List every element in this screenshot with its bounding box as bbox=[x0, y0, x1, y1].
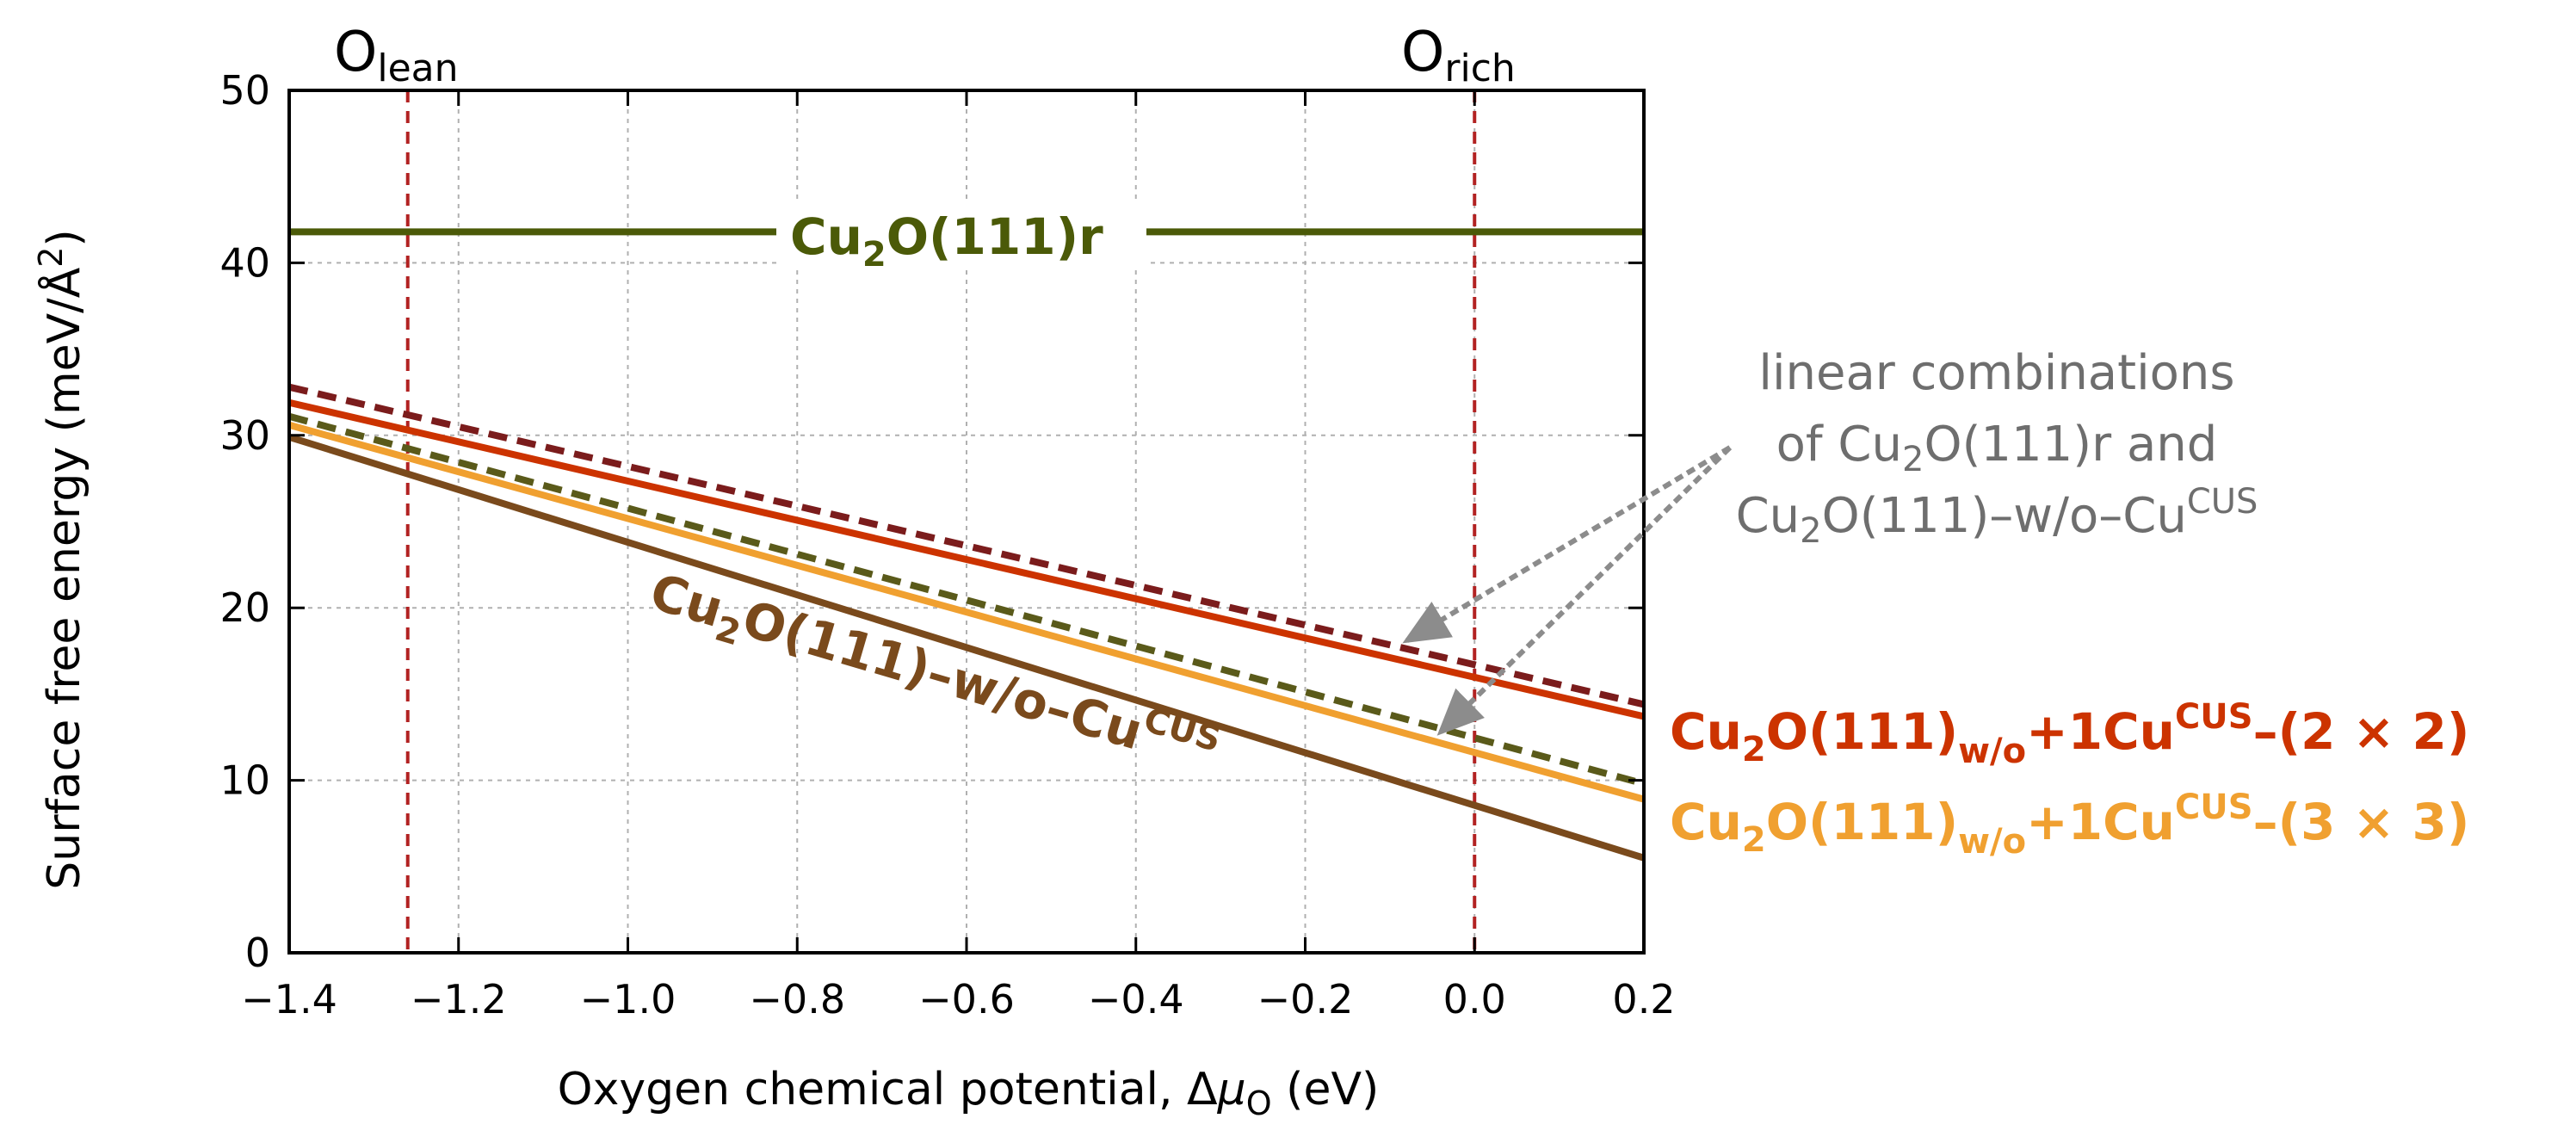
annotation-arrow bbox=[1436, 445, 1733, 736]
x-tick-label: −0.2 bbox=[1257, 976, 1354, 1023]
series-line bbox=[288, 383, 1645, 708]
x-tick-label: 0.0 bbox=[1443, 976, 1506, 1023]
y-tick-label: 0 bbox=[245, 930, 270, 976]
o-lean-label: Olean bbox=[334, 21, 459, 90]
x-tick-label: −1.0 bbox=[580, 976, 676, 1023]
label-2x2: Cu2O(111)w/o+1CuCUS–(2 × 2) bbox=[1670, 697, 2469, 771]
x-tick-label: −0.6 bbox=[918, 976, 1015, 1023]
x-axis-label: Oxygen chemical potential, ΔμO (eV) bbox=[558, 1064, 1380, 1122]
o-rich-label: Orich bbox=[1401, 21, 1516, 90]
x-tick-label: −0.8 bbox=[749, 976, 845, 1023]
annotation-arrows bbox=[1402, 445, 1733, 736]
label-cu2o-111-wo-cucus: Cu2O(111)–w/o–CuCUS bbox=[641, 557, 1225, 791]
annotation-line-2: of Cu2O(111)r and bbox=[1776, 417, 2218, 479]
y-tick-label: 40 bbox=[219, 239, 270, 286]
y-tick-label: 50 bbox=[219, 67, 270, 114]
y-tick-label: 30 bbox=[219, 412, 270, 459]
x-tick-label: 0.2 bbox=[1612, 976, 1675, 1023]
series-line bbox=[288, 399, 1645, 720]
series-lines bbox=[287, 228, 1646, 862]
annotation-arrow bbox=[1402, 445, 1732, 644]
annotation-line-3: Cu2O(111)–w/o–CuCUS bbox=[1736, 482, 2258, 551]
y-axis-label: Surface free energy (meV/Å2) bbox=[32, 229, 90, 889]
y-tick-label: 20 bbox=[219, 584, 270, 631]
x-tick-label: −0.4 bbox=[1088, 976, 1184, 1023]
series-line bbox=[287, 421, 1646, 803]
label-cu2o-111-r: Cu2O(111)r bbox=[790, 207, 1103, 275]
axis-ticks: −1.4 −1.2 −1.0 −0.8 −0.6 −0.4 −0.2 0.0 0.2 0 10 20 3… bbox=[219, 67, 1675, 1023]
label-r-background bbox=[776, 200, 1146, 269]
series-line bbox=[287, 433, 1646, 862]
x-tick-label: −1.4 bbox=[241, 976, 337, 1023]
label-3x3: Cu2O(111)w/o+1CuCUS–(3 × 3) bbox=[1670, 788, 2469, 862]
y-tick-label: 10 bbox=[219, 757, 270, 804]
x-tick-label: −1.2 bbox=[411, 976, 507, 1023]
annotation-line-1: linear combinations bbox=[1758, 345, 2234, 401]
